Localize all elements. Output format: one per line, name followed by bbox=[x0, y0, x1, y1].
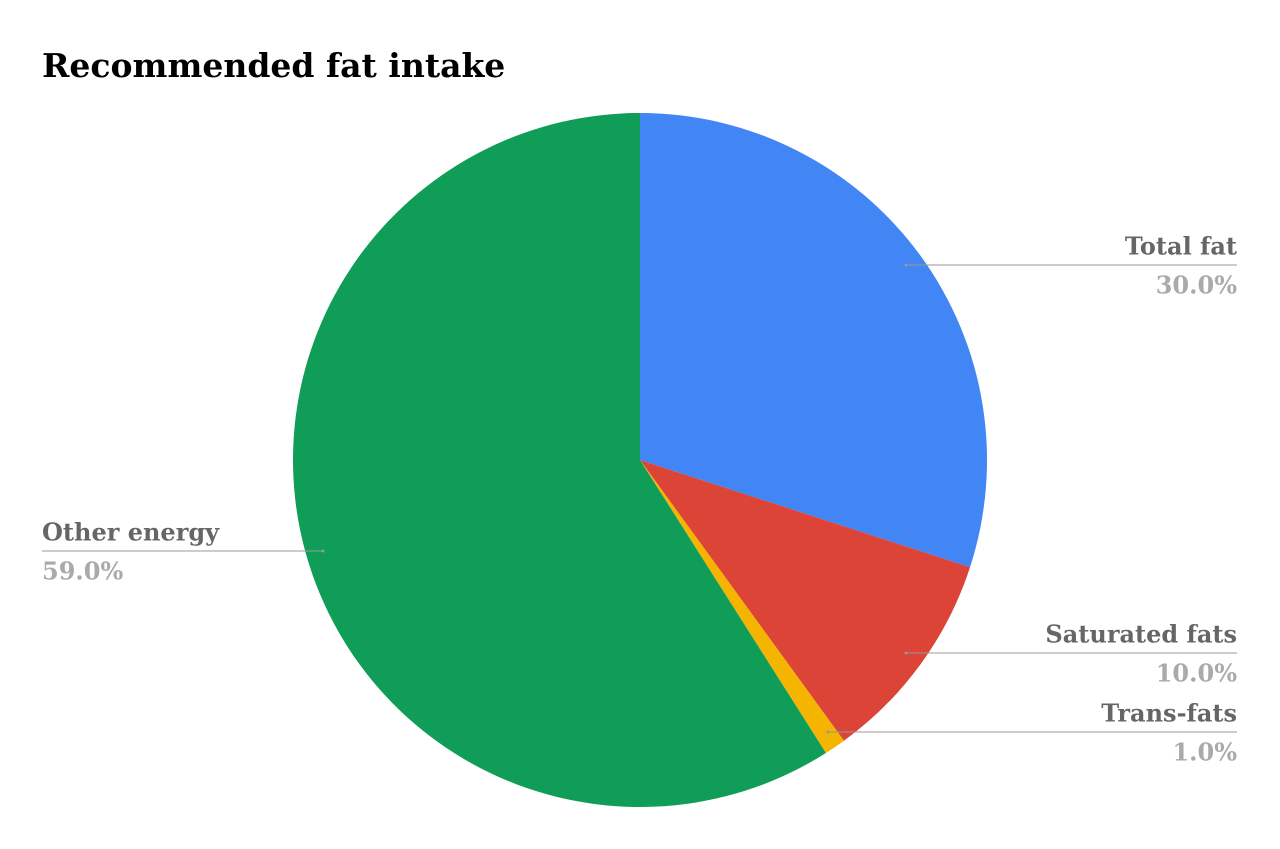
pie-slice bbox=[640, 460, 971, 741]
chart-title: Recommended fat intake bbox=[42, 46, 505, 85]
pie-slice bbox=[640, 113, 987, 568]
leader-dot bbox=[904, 651, 908, 655]
slice-value: 30.0% bbox=[1156, 271, 1237, 300]
pie-slice bbox=[640, 460, 844, 753]
slice-value: 59.0% bbox=[42, 557, 123, 586]
pie-slice bbox=[292, 113, 826, 808]
slice-label: Saturated fats bbox=[1045, 620, 1237, 649]
leader-dot bbox=[904, 263, 908, 267]
slice-value: 1.0% bbox=[1172, 738, 1237, 767]
slice-label: Other energy bbox=[42, 518, 220, 547]
slice-value: 10.0% bbox=[1156, 659, 1237, 688]
leader-dot bbox=[826, 730, 830, 734]
leader-dot bbox=[321, 549, 325, 553]
slice-label: Total fat bbox=[1125, 232, 1237, 261]
slice-label: Trans-fats bbox=[1101, 699, 1237, 728]
